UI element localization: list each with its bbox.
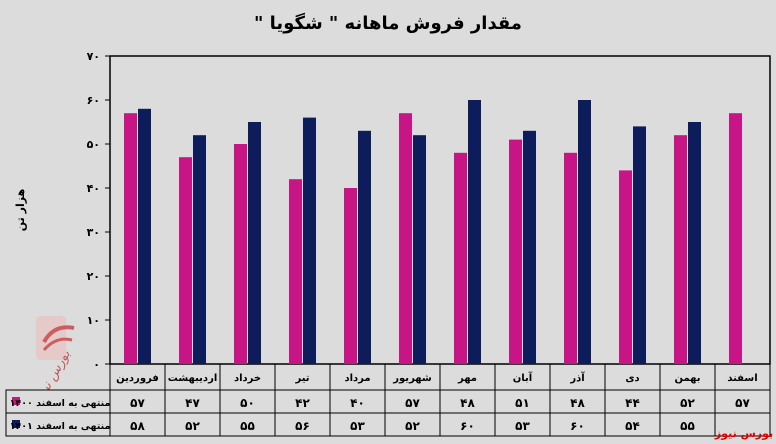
y-tick-label: ۱۰	[87, 314, 100, 327]
category-label: خرداد	[234, 373, 261, 384]
data-label: ۴۸	[460, 396, 475, 410]
data-label: ۶۰	[460, 419, 475, 433]
category-label: اردیبهشت	[168, 373, 218, 384]
data-label: ۵۱	[515, 396, 530, 410]
bar	[523, 130, 536, 364]
data-label: ۴۸	[570, 396, 585, 410]
category-label: فروردین	[116, 373, 159, 384]
data-label: ۵۳	[515, 419, 530, 433]
data-label: ۵۲	[680, 396, 695, 410]
bar	[564, 152, 577, 364]
bar	[454, 152, 467, 364]
data-label: ۵۶	[295, 419, 310, 433]
bar	[509, 139, 522, 364]
data-label: ۵۲	[405, 419, 420, 433]
y-tick-label: ۶۰	[87, 94, 100, 107]
data-label: ۴۴	[625, 396, 640, 410]
category-label: آبان	[513, 371, 533, 384]
bar	[124, 113, 137, 364]
data-label: ۵۲	[185, 419, 200, 433]
data-table: فروردین اردیبهشت خرداد تیر مرداد شهریور مهر آبا…	[5, 364, 771, 437]
y-tick-label: ۳۰	[87, 226, 100, 239]
category-label: آذر	[569, 371, 585, 384]
bar	[234, 144, 247, 364]
bar	[303, 117, 316, 364]
category-label: دی	[625, 373, 639, 384]
category-label: مرداد	[344, 373, 370, 384]
bar	[633, 126, 646, 365]
bar	[344, 188, 357, 364]
category-label: اسفند	[727, 373, 757, 384]
bar	[289, 179, 302, 364]
data-label: ۵۷	[735, 396, 750, 410]
y-axis-label: هزار تن	[14, 189, 27, 231]
bar	[468, 100, 481, 364]
y-tick-label: ۵۰	[87, 138, 100, 151]
data-label: ۴۷	[185, 396, 200, 410]
bar	[729, 113, 742, 364]
y-axis: ۰ ۱۰ ۲۰ ۳۰ ۴۰ ۵۰ ۶۰ ۷۰	[87, 50, 110, 371]
category-label: مهر	[457, 373, 477, 384]
bar	[358, 130, 371, 364]
chart-title: مقدار فروش ماهانه " شگویا "	[254, 12, 522, 34]
bar	[674, 135, 687, 364]
category-label: شهریور	[392, 373, 432, 384]
data-label: ۵۴	[625, 419, 640, 433]
y-tick-label: ۰	[93, 358, 100, 371]
legend-key	[12, 397, 20, 405]
data-label: ۵۷	[130, 396, 145, 410]
bar	[413, 135, 426, 364]
data-label: ۵۵	[240, 419, 255, 433]
data-label: ۵۷	[405, 396, 420, 410]
data-label: ۶۰	[570, 419, 585, 433]
data-label: ۴۰	[350, 396, 365, 410]
legend-key	[12, 420, 20, 428]
plot-area	[109, 55, 771, 365]
bar	[138, 108, 151, 364]
data-label: ۵۳	[350, 419, 365, 433]
category-label: تیر	[294, 373, 309, 384]
bars	[124, 100, 742, 365]
y-tick-label: ۷۰	[87, 50, 100, 63]
bar	[578, 100, 591, 364]
bar	[248, 122, 261, 364]
y-tick-label: ۴۰	[87, 182, 100, 195]
y-tick-label: ۲۰	[87, 270, 100, 283]
bar	[619, 170, 632, 364]
legend-label: منتهی به اسفند ۱۴۰۰	[10, 398, 111, 409]
bar	[399, 113, 412, 364]
data-label: ۵۵	[680, 419, 695, 433]
brand-label: بورس نیوز	[714, 427, 773, 440]
bar	[688, 122, 701, 364]
data-label: ۵۸	[130, 419, 145, 433]
bar	[193, 135, 206, 364]
category-label: بهمن	[674, 373, 700, 384]
legend-label: منتهی به اسفند ۱۴۰۱	[10, 421, 111, 432]
data-label: ۵۰	[240, 396, 255, 410]
data-label: ۴۲	[295, 396, 310, 410]
bar	[179, 157, 192, 364]
